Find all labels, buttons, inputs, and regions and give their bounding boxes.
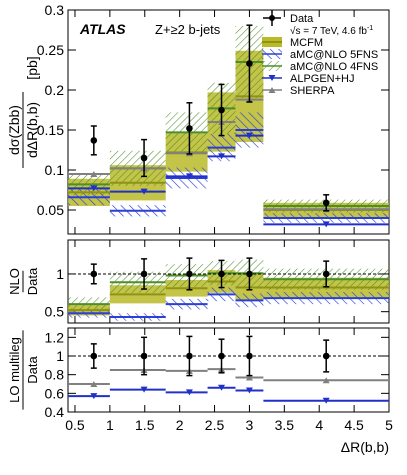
y-tick-label: 0.15 xyxy=(37,122,64,138)
x-tick-label: 1 xyxy=(106,417,114,433)
data-point xyxy=(90,137,98,144)
data-point xyxy=(218,270,225,278)
data-point xyxy=(90,352,98,360)
x-tick-label: 5 xyxy=(385,417,393,433)
x-tick-label: 0.5 xyxy=(65,417,85,433)
sherpa-marker xyxy=(90,381,98,387)
y-tick-label: 1.2 xyxy=(45,329,65,345)
sherpa-marker xyxy=(322,377,330,384)
data-point xyxy=(140,270,148,278)
alpgen-marker xyxy=(245,387,253,394)
y-axis-label-denominator: Data xyxy=(25,267,40,295)
y-tick-label: 0.4 xyxy=(45,404,65,420)
legend-sherpa-marker xyxy=(268,87,276,93)
panel-lo_ratio xyxy=(68,335,389,404)
data-point xyxy=(246,270,253,278)
data-point xyxy=(218,352,225,360)
x-tick-label: 4 xyxy=(315,417,323,433)
legend-alpgen-label: ALPGEN+HJ xyxy=(290,73,355,85)
sherpa-marker xyxy=(245,374,253,381)
data-point xyxy=(186,270,193,278)
y-axis-unit: [pb] xyxy=(24,56,40,79)
data-point xyxy=(140,352,148,360)
panel-nlo_ratio xyxy=(68,257,389,321)
x-axis-label: ΔR(b,b) xyxy=(341,439,389,455)
legend-alpgen-marker xyxy=(268,75,276,81)
alpgen-marker xyxy=(140,188,148,195)
alpgen-marker xyxy=(322,221,330,228)
data-point xyxy=(322,352,330,360)
legend-amc5-label: aMC@NLO 5FNS xyxy=(290,49,378,61)
data-point xyxy=(90,270,98,278)
y-tick-label: 0.05 xyxy=(37,202,64,218)
data-point xyxy=(218,106,225,114)
legend-sherpa-label: SHERPA xyxy=(290,85,335,97)
y-tick-label: 1 xyxy=(56,266,64,282)
legend-data-note: √s = 7 TeV, 4.6 fb-1 xyxy=(290,25,373,37)
alpgen-marker xyxy=(218,153,226,160)
alpgen-marker xyxy=(140,386,148,393)
y-tick-label: 0.5 xyxy=(45,304,65,320)
x-tick-label: 4.5 xyxy=(344,417,364,433)
y-axis-label-numerator: LO multileg xyxy=(7,337,22,403)
alpgen-marker xyxy=(245,132,253,139)
legend-data-marker xyxy=(269,15,275,21)
y-tick-label: 0.8 xyxy=(45,367,65,383)
y-axis-label-denominator: dΔR(b,b) xyxy=(24,102,40,158)
alpgen-marker xyxy=(90,393,98,400)
legend-amc4-label: aMC@NLO 4FNS xyxy=(290,61,378,73)
data-point xyxy=(246,60,253,67)
y-tick-label: 0.25 xyxy=(37,42,64,58)
y-tick-label: 1 xyxy=(56,348,64,364)
selection-label: Z+≥2 b-jets xyxy=(155,22,221,37)
legend-mcfm-label: MCFM xyxy=(290,37,323,49)
sherpa-marker xyxy=(90,171,98,177)
legend-data-label: Data xyxy=(290,13,314,25)
alpgen-marker xyxy=(185,173,193,180)
y-tick-label: 0.2 xyxy=(45,82,65,98)
y-tick-label: 0.3 xyxy=(45,2,65,18)
y-axis-label-numerator: NLO xyxy=(7,268,22,295)
x-tick-label: 1.5 xyxy=(135,417,155,433)
x-tick-label: 2.5 xyxy=(205,417,225,433)
data-point xyxy=(322,199,330,207)
panel-main xyxy=(68,24,389,228)
data-point xyxy=(322,270,330,278)
data-point xyxy=(186,352,193,360)
data-point xyxy=(186,125,193,132)
x-tick-label: 3 xyxy=(246,417,254,433)
y-axis-label-nlo_ratio: NLO Data xyxy=(7,267,40,295)
y-tick-label: 0.6 xyxy=(45,385,65,401)
experiment-label: ATLAS xyxy=(79,21,126,37)
x-tick-label: 2 xyxy=(176,417,184,433)
y-axis-label-main: dσ(Zbb) dΔR(b,b) [pb] xyxy=(6,56,40,168)
y-axis-label-denominator: Data xyxy=(25,356,40,384)
x-tick-label: 3.5 xyxy=(275,417,295,433)
y-axis-label-lo_ratio: LO multileg Data xyxy=(7,330,40,410)
alpgen-marker xyxy=(90,185,98,192)
alpgen-marker xyxy=(218,384,226,391)
panel-frame-main xyxy=(67,9,390,235)
alpgen-marker xyxy=(322,397,330,404)
data-point xyxy=(246,352,253,360)
y-axis-label-numerator: dσ(Zbb) xyxy=(6,105,22,155)
data-point xyxy=(140,154,148,162)
panel-frame-lo_ratio xyxy=(67,327,390,413)
y-tick-label: 0.1 xyxy=(45,162,65,178)
alpgen-marker xyxy=(185,389,193,396)
